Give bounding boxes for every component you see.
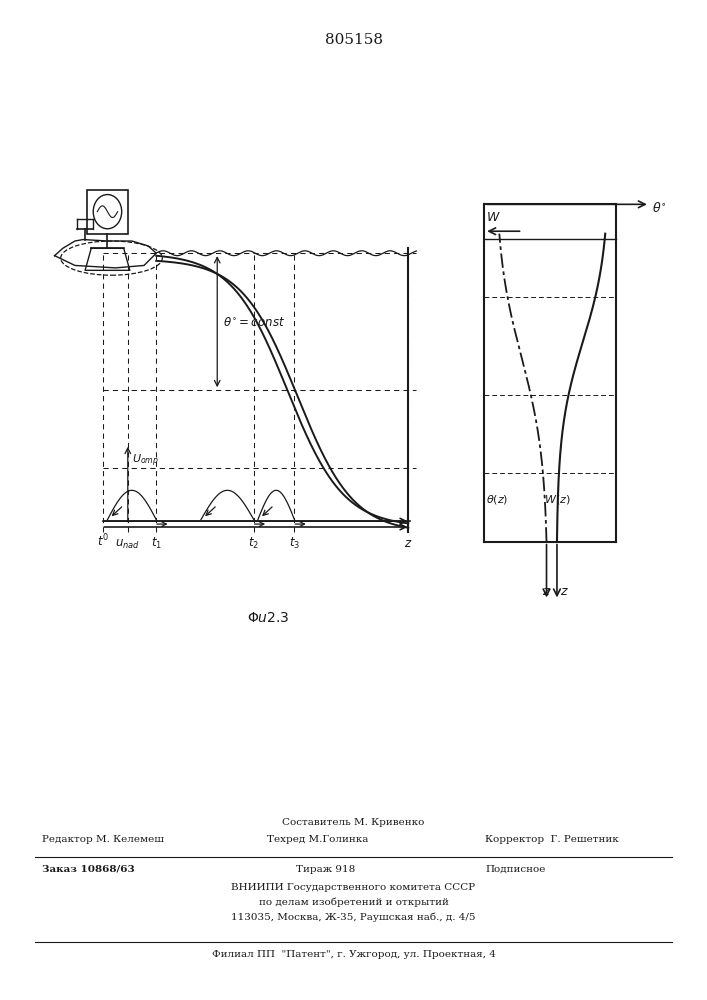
Text: Корректор  Г. Решетник: Корректор Г. Решетник [484,835,619,844]
Text: $t_2$: $t_2$ [248,536,259,551]
Text: Заказ 10868/63: Заказ 10868/63 [42,865,135,874]
Text: $\theta^{\circ}$: $\theta^{\circ}$ [652,201,667,215]
Text: Техред М.Голинка: Техред М.Голинка [267,835,369,844]
Text: Редактор М. Келемеш: Редактор М. Келемеш [42,835,165,844]
Text: по делам изобретений и открытий: по делам изобретений и открытий [259,898,448,907]
Text: $z$: $z$ [404,537,412,550]
Bar [87,190,128,234]
Text: Подписное: Подписное [486,865,547,874]
Text: $z$: $z$ [560,585,569,598]
Text: $z$: $z$ [542,585,551,598]
Text: $u_{nad}$: $u_{nad}$ [115,538,140,551]
Text: ВНИИПИ Государственного комитета СССР: ВНИИПИ Государственного комитета СССР [231,883,476,892]
Text: $\theta^{\circ}=const$: $\theta^{\circ}=const$ [223,316,286,330]
Text: Тираж 918: Тираж 918 [296,865,355,874]
Text: $t_1$: $t_1$ [151,536,162,551]
Text: $U_{omp}$: $U_{omp}$ [132,453,159,469]
Text: $t^0$: $t^0$ [98,533,110,550]
Text: 805158: 805158 [325,33,382,47]
Text: Филиал ПП  "Патент", г. Ужгород, ул. Проектная, 4: Филиал ПП "Патент", г. Ужгород, ул. Прое… [211,950,496,959]
Text: $\Phi u\mathit{2.3}$: $\Phi u\mathit{2.3}$ [247,611,290,625]
Text: $\theta(z)$: $\theta(z)$ [486,493,509,506]
Text: $W$: $W$ [486,211,501,224]
Text: 113035, Москва, Ж-35, Раушская наб., д. 4/5: 113035, Москва, Ж-35, Раушская наб., д. … [231,912,476,922]
Text: $t_3$: $t_3$ [289,536,300,551]
Text: $W(z)$: $W(z)$ [544,493,571,506]
Text: Составитель М. Кривенко: Составитель М. Кривенко [282,818,425,827]
